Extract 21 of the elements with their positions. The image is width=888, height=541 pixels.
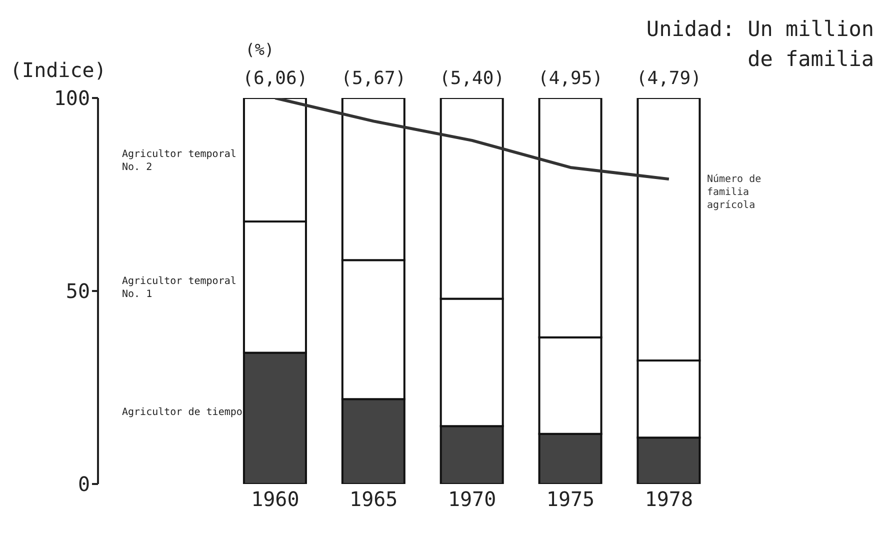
text: Número de familia agrícola [706,173,762,212]
x-tick-label: 1965 [350,487,398,512]
series-label: Agricultor de tiempo [122,406,244,420]
y-tick-label: 100 [54,86,90,110]
y-axis-title: (Indice) [10,58,106,82]
annotation: (5,40) [438,68,506,89]
x-tick-label: 1970 [448,487,496,512]
series-label: Agricultor temporal No. 1 [122,275,238,302]
y-tick-label: 50 [66,279,90,304]
line-series [274,98,670,181]
annotation: (4,95) [536,68,604,89]
x-tick-label: 1978 [644,487,694,512]
text: Unidad: Un million de familia [646,17,874,71]
text: (%) [245,40,274,59]
x-tick-label: 1975 [546,487,595,512]
annotation: (5,67) [340,68,408,89]
y-tick-label: 0 [78,472,90,496]
annotation: (6,06) [242,68,309,89]
x-tick-label: 1960 [251,487,300,512]
annotation: (4,79) [635,68,702,89]
series-label: Agricultor temporal No. 2 [122,148,238,174]
